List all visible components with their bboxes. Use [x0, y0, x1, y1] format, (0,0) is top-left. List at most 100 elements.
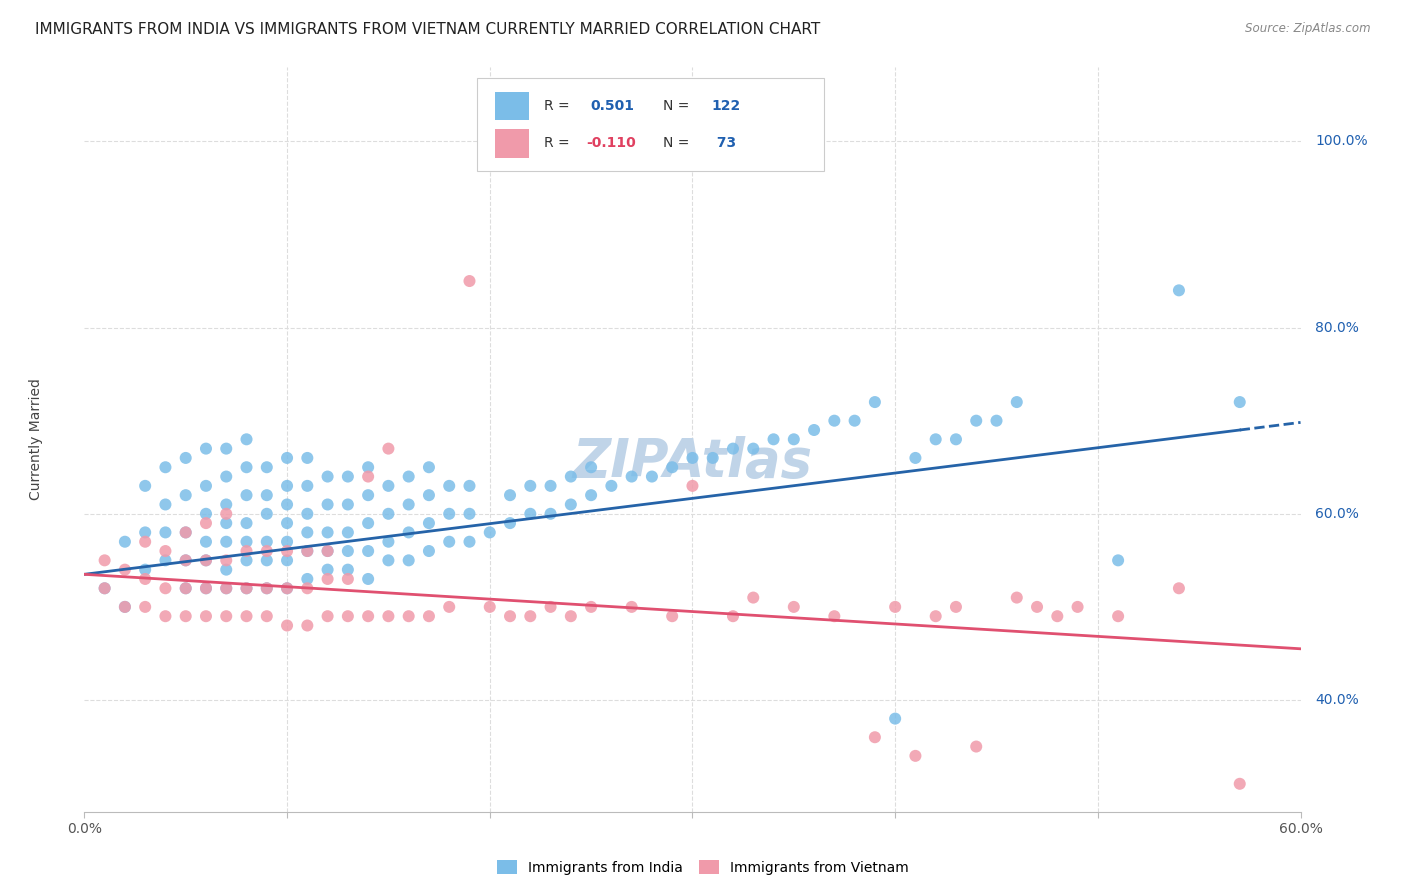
Point [398, 609, 420, 624]
FancyBboxPatch shape [495, 129, 530, 158]
Point [945, 433, 967, 447]
Point [174, 582, 197, 596]
Point [316, 563, 339, 577]
Point [377, 507, 399, 521]
Point [884, 599, 907, 614]
Point [235, 544, 257, 558]
Point [114, 563, 136, 577]
Point [215, 582, 238, 596]
Text: R =: R = [544, 99, 574, 112]
Point [194, 609, 218, 624]
Point [276, 498, 298, 512]
Point [377, 479, 399, 493]
Point [844, 414, 866, 428]
Point [377, 534, 399, 549]
Point [316, 609, 339, 624]
Point [499, 516, 522, 530]
Point [1107, 609, 1129, 624]
Point [1167, 582, 1189, 596]
Point [398, 469, 420, 483]
Point [1005, 395, 1028, 409]
Point [297, 479, 319, 493]
Point [215, 582, 238, 596]
Point [276, 479, 298, 493]
Point [155, 582, 177, 596]
Point [215, 553, 238, 567]
Text: 73: 73 [711, 136, 735, 151]
Point [215, 442, 238, 456]
Point [682, 479, 704, 493]
Point [742, 591, 765, 605]
Point [823, 609, 845, 624]
Point [336, 469, 359, 483]
Point [235, 609, 257, 624]
Point [439, 507, 461, 521]
Point [194, 507, 218, 521]
Point [1066, 599, 1088, 614]
Point [762, 433, 785, 447]
Point [194, 534, 218, 549]
Point [418, 460, 440, 475]
Point [297, 572, 319, 586]
Point [986, 414, 1008, 428]
Point [357, 609, 380, 624]
Point [925, 609, 948, 624]
Point [174, 609, 197, 624]
Point [235, 553, 257, 567]
Point [297, 618, 319, 632]
Text: 60.0%: 60.0% [1315, 507, 1360, 521]
Point [721, 442, 744, 456]
Point [235, 582, 257, 596]
Point [215, 563, 238, 577]
Point [1026, 599, 1049, 614]
Point [256, 582, 278, 596]
Point [134, 563, 156, 577]
Point [336, 609, 359, 624]
Point [884, 712, 907, 726]
Point [155, 544, 177, 558]
Point [155, 525, 177, 540]
Point [336, 498, 359, 512]
Point [235, 433, 257, 447]
Point [863, 730, 886, 744]
Point [579, 488, 602, 502]
Point [174, 525, 197, 540]
Point [194, 553, 218, 567]
Point [579, 599, 602, 614]
Point [93, 553, 115, 567]
Point [357, 516, 380, 530]
Point [702, 450, 724, 465]
Point [661, 460, 683, 475]
Point [235, 534, 257, 549]
Point [276, 544, 298, 558]
Text: 0.501: 0.501 [591, 99, 634, 112]
Point [904, 450, 927, 465]
Point [155, 498, 177, 512]
Legend: Immigrants from India, Immigrants from Vietnam: Immigrants from India, Immigrants from V… [492, 855, 914, 880]
Point [276, 553, 298, 567]
Point [945, 599, 967, 614]
Point [297, 544, 319, 558]
Point [418, 516, 440, 530]
Point [336, 572, 359, 586]
FancyBboxPatch shape [495, 92, 530, 120]
Point [297, 450, 319, 465]
Point [256, 460, 278, 475]
Point [377, 553, 399, 567]
Point [215, 469, 238, 483]
Text: 100.0%: 100.0% [1315, 135, 1368, 148]
Point [357, 572, 380, 586]
Point [316, 544, 339, 558]
Point [235, 516, 257, 530]
Point [439, 599, 461, 614]
Text: 80.0%: 80.0% [1315, 320, 1360, 334]
Point [235, 460, 257, 475]
Text: -0.110: -0.110 [586, 136, 637, 151]
Point [398, 525, 420, 540]
Point [620, 599, 643, 614]
Point [256, 488, 278, 502]
Point [478, 599, 501, 614]
Point [256, 553, 278, 567]
Point [783, 433, 806, 447]
Text: R =: R = [544, 136, 574, 151]
